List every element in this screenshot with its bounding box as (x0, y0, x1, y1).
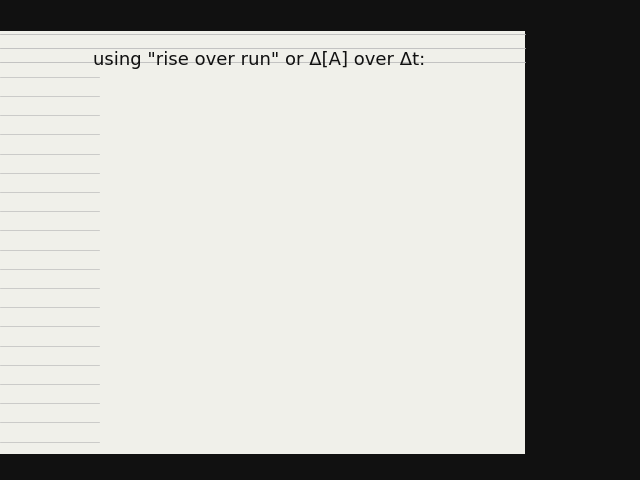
Text: using "rise over run" or Δ[A] over Δt:: using "rise over run" or Δ[A] over Δt: (93, 51, 425, 69)
X-axis label: Time (s): Time (s) (259, 441, 310, 454)
Y-axis label: Concentration (M): Concentration (M) (61, 217, 74, 330)
